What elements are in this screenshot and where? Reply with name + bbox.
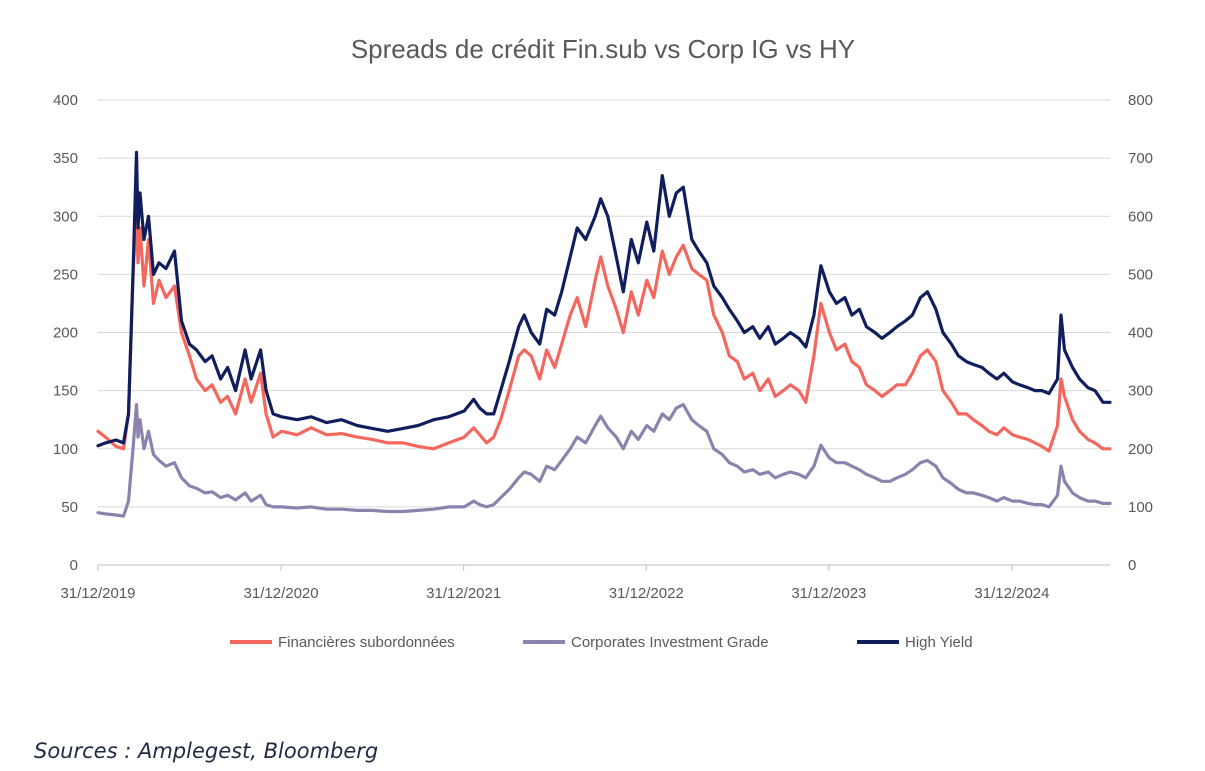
legend-label: Financières subordonnées [278, 634, 455, 651]
x-tick-label: 31/12/2023 [791, 585, 866, 602]
right-tick-label: 800 [1128, 92, 1153, 109]
x-tick-label: 31/12/2021 [426, 585, 501, 602]
x-tick-label: 31/12/2022 [609, 585, 684, 602]
right-tick-label: 500 [1128, 266, 1153, 283]
left-tick-label: 250 [53, 266, 78, 283]
left-tick-label: 200 [53, 325, 78, 342]
x-axis: 31/12/2019 31/12/2020 31/12/2021 31/12/2022… [60, 565, 1049, 602]
right-tick-label: 200 [1128, 441, 1153, 458]
right-tick-label: 100 [1128, 499, 1153, 516]
x-tick-label: 31/12/2024 [974, 585, 1049, 602]
left-y-axis: 0 50 100 150 200 250 300 350 400 [53, 92, 78, 574]
legend-label: Corporates Investment Grade [571, 634, 769, 651]
right-y-axis: 0 100 200 300 400 500 600 700 800 [1128, 92, 1153, 574]
series-line-high-yield [96, 150, 1112, 448]
left-tick-label: 50 [61, 499, 78, 516]
series-line-financieres-subordonnees [96, 208, 1112, 453]
x-tick-label: 31/12/2020 [244, 585, 319, 602]
left-tick-label: 0 [70, 557, 78, 574]
source-note: Sources : Amplegest, Bloomberg [34, 739, 378, 763]
legend: Financières subordonnées Corporates Inves… [230, 634, 973, 651]
right-tick-label: 700 [1128, 150, 1153, 167]
series-line-corporates-investment-grade [96, 403, 1112, 518]
left-tick-label: 100 [53, 441, 78, 458]
legend-label: High Yield [905, 634, 973, 651]
right-tick-label: 600 [1128, 208, 1153, 225]
left-tick-label: 300 [53, 208, 78, 225]
right-tick-label: 400 [1128, 325, 1153, 342]
chart-title: Spreads de crédit Fin.sub vs Corp IG vs … [351, 34, 855, 64]
left-tick-label: 150 [53, 383, 78, 400]
right-tick-label: 0 [1128, 557, 1136, 574]
x-tick-label: 31/12/2019 [60, 585, 135, 602]
series-lines [96, 150, 1112, 518]
left-tick-label: 350 [53, 150, 78, 167]
left-tick-label: 400 [53, 92, 78, 109]
right-tick-label: 300 [1128, 383, 1153, 400]
grid [98, 99, 1110, 566]
